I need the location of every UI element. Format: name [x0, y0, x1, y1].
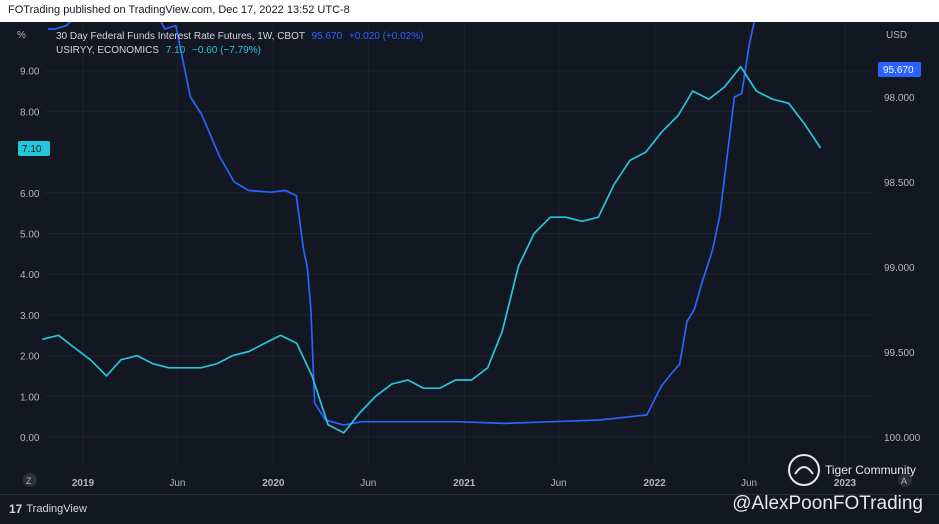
right-axis: 95.50096.00096.50097.00097.50098.00098.5… [884, 8, 921, 444]
tiger-community-text: Tiger Community [825, 463, 916, 477]
time-tick-label: Jun [741, 478, 757, 489]
legend-futures-value: 95.670 [312, 31, 343, 42]
time-tick-label: 2023 [834, 478, 857, 489]
tradingview-logo-text: TradingView [26, 503, 87, 515]
cpi-last-value-text: 7.10 [22, 144, 42, 155]
chart-svg[interactable]: % USD 30 Day Federal Funds Interest Rate… [0, 0, 939, 494]
left-tick-label: 1.00 [20, 392, 40, 403]
right-tick-label: 99.500 [884, 348, 915, 359]
time-tick-label: Jun [169, 478, 185, 489]
log-scale-toggle[interactable] [23, 473, 37, 487]
chart-panel[interactable]: % USD 30 Day Federal Funds Interest Rate… [0, 0, 939, 494]
legend-cpi-change: −0.60 (−7.79%) [192, 45, 261, 56]
grid [45, 22, 873, 467]
time-axis: 2019 Jun 2020 Jun 2021 Jun 2022 Jun 2023 [72, 478, 857, 489]
auto-scale-label: A [901, 476, 907, 486]
left-tick-label: 2.00 [20, 352, 40, 363]
time-tick-label: 2021 [453, 478, 476, 489]
legend-futures-name: 30 Day Federal Funds Interest Rate Futur… [56, 31, 305, 42]
author-handle: @AlexPoonFOTrading [732, 493, 923, 514]
left-tick-label: 6.00 [20, 189, 40, 200]
tradingview-logo[interactable]: 17 TradingView [9, 502, 87, 516]
legend-cpi-value: 7.10 [166, 45, 186, 56]
time-tick-label: Jun [551, 478, 567, 489]
legend-futures-change: +0.020 (+0.02%) [349, 31, 424, 42]
time-tick-label: 2022 [644, 478, 667, 489]
left-axis: 9.00 8.00 6.00 5.00 4.00 3.00 2.00 1.00 0.00 [20, 67, 40, 444]
series-layer [42, 0, 837, 434]
legend-cpi-name: USIRYY, ECONOMICS [56, 45, 159, 56]
futures-last-value-badge [878, 62, 921, 77]
legend-cpi: USIRYY, ECONOMICS 7.10 −0.60 (−7.79%) [56, 45, 261, 56]
log-scale-label: Z [26, 476, 32, 486]
left-tick-label: 9.00 [20, 67, 40, 78]
publisher-header: FOTrading published on TradingView.com, … [0, 0, 939, 22]
tiger-stripe-icon [794, 466, 814, 475]
right-tick-label: 98.500 [884, 178, 915, 189]
cpi-last-value-badge [18, 141, 50, 156]
time-tick-label: 2020 [262, 478, 285, 489]
futures-line[interactable] [48, 0, 837, 426]
footer-bar: 17 TradingView @AlexPoonFOTrading [0, 493, 939, 524]
right-tick-label: 98.000 [884, 93, 915, 104]
tiger-community-watermark: Tiger Community [788, 454, 916, 486]
futures-last-value-text: 95.670 [883, 65, 914, 76]
time-tick-label: Jun [360, 478, 376, 489]
left-axis-unit: % [17, 30, 26, 41]
right-axis-unit: USD [886, 30, 907, 41]
cpi-line[interactable] [42, 65, 822, 434]
legend-futures: 30 Day Federal Funds Interest Rate Futur… [56, 31, 423, 42]
right-tick-label: 100.000 [884, 433, 921, 444]
tradingview-logo-icon: 17 [9, 502, 23, 516]
tiger-logo-icon [788, 454, 820, 486]
left-tick-label: 0.00 [20, 433, 40, 444]
auto-scale-toggle[interactable] [898, 473, 912, 487]
left-tick-label: 5.00 [20, 230, 40, 241]
left-tick-label: 8.00 [20, 107, 40, 118]
time-tick-label: 2019 [72, 478, 95, 489]
left-tick-label: 3.00 [20, 311, 40, 322]
right-tick-label: 99.000 [884, 263, 915, 274]
left-tick-label: 4.00 [20, 270, 40, 281]
publisher-text: FOTrading published on TradingView.com, … [8, 4, 350, 16]
